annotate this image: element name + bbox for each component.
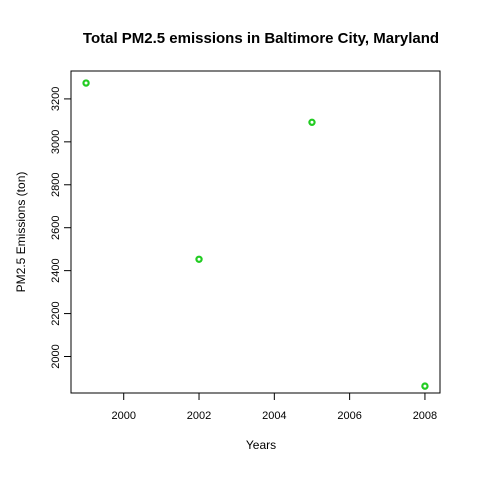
data-point <box>421 382 429 390</box>
y-tick-label: 2400 <box>50 258 62 282</box>
x-axis-label: Years <box>246 438 276 452</box>
y-tick-label: 3000 <box>50 130 62 154</box>
data-point <box>82 79 90 87</box>
data-point <box>308 118 316 127</box>
y-tick-label: 2000 <box>50 344 62 368</box>
x-tick-label: 2004 <box>262 410 286 422</box>
y-axis: 2000 2200 2400 2600 2800 3000 3200 <box>50 87 72 369</box>
data-point <box>195 255 203 263</box>
plot-frame <box>70 70 441 394</box>
x-tick-label: 2008 <box>413 410 437 422</box>
y-axis-label: PM2.5 Emissions (ton) <box>14 172 28 293</box>
y-tick-label: 2800 <box>50 173 62 197</box>
x-tick-label: 2006 <box>337 410 361 422</box>
y-tick-label: 2200 <box>50 301 62 325</box>
x-tick-label: 2002 <box>187 410 211 422</box>
x-tick-label: 2000 <box>111 410 135 422</box>
x-axis: 2000 2002 2004 2006 2008 <box>111 392 437 422</box>
y-tick-label: 3200 <box>50 87 62 111</box>
y-tick-label: 2600 <box>50 215 62 239</box>
chart-title: Total PM2.5 emissions in Baltimore City,… <box>83 30 439 47</box>
data-points <box>82 79 429 390</box>
